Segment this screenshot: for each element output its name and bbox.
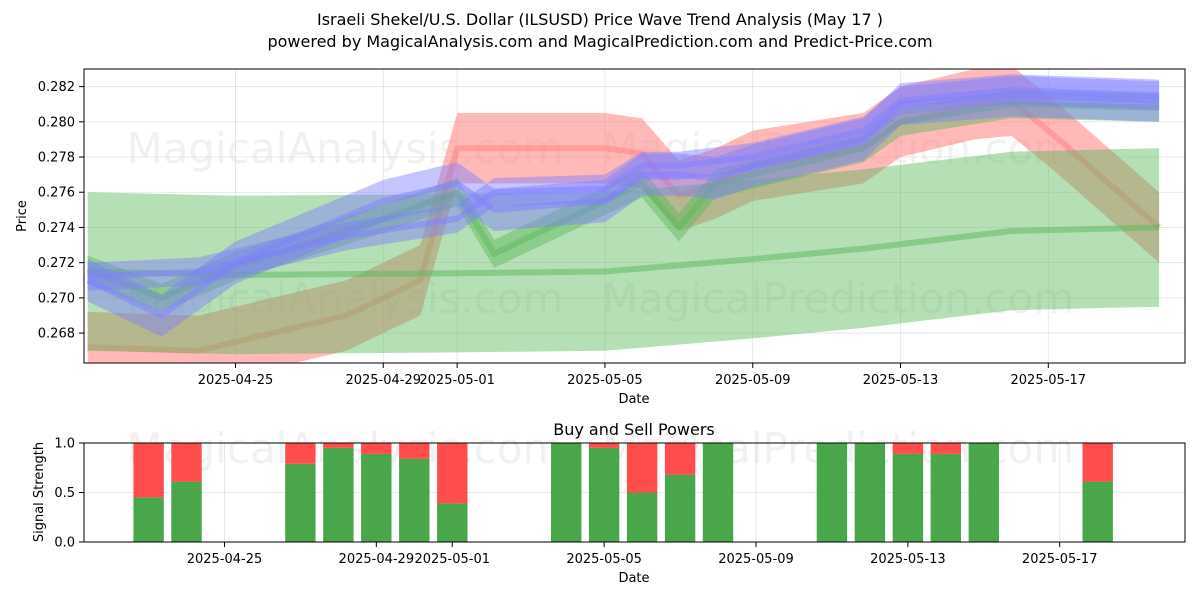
buy-bar [437, 503, 468, 542]
price-x-tick-label: 2025-05-17 [1011, 373, 1087, 388]
buy-bar [702, 443, 734, 542]
price-y-tick-label: 0.282 [38, 80, 75, 95]
price-x-tick-label: 2025-04-25 [198, 373, 274, 388]
signal-x-ticks: 2025-04-25 2025-04-29 2025-05-01 2025-05-05… [187, 542, 1098, 567]
buy-bar [361, 453, 392, 542]
price-x-tick-label: 2025-05-09 [715, 373, 791, 388]
price-wave-plot: MagicalAnalysis.com MagicalPrediction.co… [15, 68, 1186, 407]
price-wave-band-red [87, 69, 1160, 363]
price-x-tick-label: 2025-04-29 [345, 373, 421, 388]
signal-y-ticks: 0.0 0.5 1.0 [54, 437, 84, 551]
buy-bar [626, 492, 658, 542]
buy-bar [171, 481, 202, 542]
signal-y-tick-label: 0.0 [54, 536, 75, 551]
price-y-tick-label: 0.272 [38, 256, 75, 271]
price-y-tick-label: 0.278 [38, 151, 75, 166]
price-y-tick-label: 0.268 [38, 327, 75, 342]
buy-bar [323, 447, 354, 542]
price-wave-band-blue [87, 74, 1160, 337]
signal-x-axis-label: Date [618, 571, 649, 586]
signal-bars [133, 443, 1113, 542]
signal-x-tick-label: 2025-04-29 [339, 552, 415, 567]
price-y-ticks: 0.268 0.270 0.272 0.274 0.276 0.278 0.280 0.282 [38, 80, 84, 342]
signal-x-tick-label: 2025-05-05 [566, 552, 642, 567]
sell-bar [361, 443, 392, 454]
signal-x-tick-label: 2025-05-09 [718, 552, 794, 567]
price-y-tick-label: 0.274 [38, 221, 75, 236]
buy-bar [551, 443, 582, 542]
price-x-tick-label: 2025-05-01 [419, 373, 495, 388]
price-y-tick-label: 0.270 [38, 291, 75, 306]
sell-bar [285, 443, 316, 464]
price-x-tick-label: 2025-05-05 [567, 373, 643, 388]
buy-bar [285, 463, 316, 542]
price-x-tick-label: 2025-05-13 [863, 373, 939, 388]
price-x-axis-label: Date [618, 392, 649, 407]
signal-y-tick-label: 1.0 [54, 437, 75, 452]
signal-x-tick-label: 2025-05-13 [870, 552, 946, 567]
signal-y-tick-label: 0.5 [54, 486, 75, 501]
buy-sell-plot: Buy and Sell Powers MagicalAnalysis.com … [32, 420, 1186, 586]
buy-bar [133, 497, 164, 542]
chart-title-line1: Israeli Shekel/U.S. Dollar (ILSUSD) Pric… [317, 10, 883, 29]
sell-bar [892, 443, 924, 454]
price-y-tick-label: 0.276 [38, 186, 75, 201]
sell-bar [626, 443, 658, 493]
buy-bar [399, 458, 430, 542]
price-wave-center-blue [86, 92, 1160, 319]
price-wave-center-red [87, 97, 1162, 354]
price-wave-band-green [87, 90, 1160, 312]
price-wave-band-green [87, 148, 1160, 355]
buy-bar [1082, 481, 1113, 542]
signal-y-axis-label: Signal Strength [32, 442, 47, 542]
buy-sell-title: Buy and Sell Powers [553, 420, 715, 439]
watermark-prediction-mid: MagicalPrediction.com [602, 274, 1075, 323]
sell-bar [588, 443, 620, 448]
sell-bar [664, 443, 696, 475]
price-plot-frame [83, 68, 1186, 364]
buy-bar [968, 443, 999, 542]
buy-bar [854, 443, 886, 542]
buy-bar [930, 453, 961, 542]
buy-bar [588, 447, 620, 542]
signal-x-tick-label: 2025-04-25 [187, 552, 263, 567]
sell-bar [930, 443, 961, 454]
signal-x-tick-label: 2025-05-01 [414, 552, 490, 567]
chart-title-line2: powered by MagicalAnalysis.com and Magic… [267, 32, 932, 51]
buy-bar [816, 443, 848, 542]
buy-bar [892, 453, 924, 542]
sell-bar [323, 443, 354, 448]
price-wave-center-green [87, 224, 1160, 278]
price-y-tick-label: 0.280 [38, 115, 75, 130]
sell-bar [133, 443, 164, 498]
sell-bar [1082, 443, 1113, 482]
sell-bar [171, 443, 202, 482]
signal-x-tick-label: 2025-05-17 [1022, 552, 1098, 567]
price-wave-center-blue [87, 87, 1160, 280]
buy-bar [664, 474, 696, 542]
price-y-axis-label: Price [15, 200, 30, 232]
sell-bar [399, 443, 430, 459]
sell-bar [437, 443, 468, 504]
price-wave-bands [86, 69, 1162, 363]
